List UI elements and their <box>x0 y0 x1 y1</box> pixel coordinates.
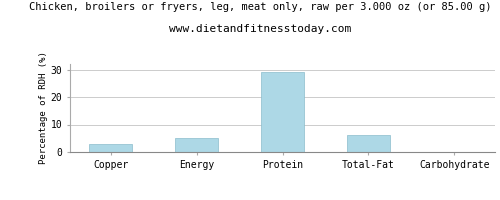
Bar <box>175 138 218 152</box>
Text: www.dietandfitnesstoday.com: www.dietandfitnesstoday.com <box>169 24 351 34</box>
Bar <box>261 72 304 152</box>
Bar <box>90 144 132 152</box>
Bar <box>347 135 390 152</box>
Y-axis label: Percentage of RDH (%): Percentage of RDH (%) <box>39 52 48 164</box>
Text: Chicken, broilers or fryers, leg, meat only, raw per 3.000 oz (or 85.00 g): Chicken, broilers or fryers, leg, meat o… <box>29 2 491 12</box>
